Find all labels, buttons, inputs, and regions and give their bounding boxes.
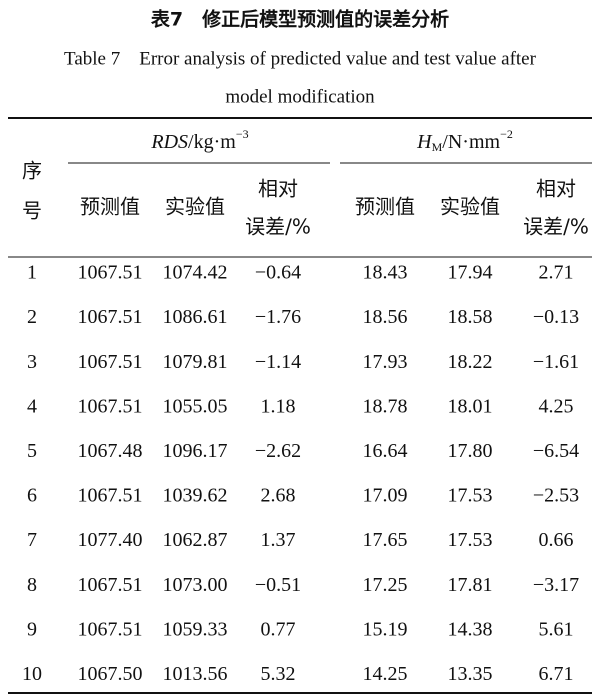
cell: 14.25 — [363, 663, 408, 685]
group-header: RDS/kg·m−3 — [150, 127, 248, 153]
caption-en: Table 7 Error analysis of predicted valu… — [64, 48, 537, 69]
cell: −0.13 — [533, 306, 579, 328]
row-index: 3 — [27, 351, 37, 373]
cell: 17.80 — [448, 440, 493, 462]
cell: 0.77 — [261, 618, 296, 640]
cell: −1.61 — [533, 351, 579, 373]
cell: −6.54 — [533, 440, 579, 462]
group-name: RDS — [150, 131, 188, 153]
cell: 1062.87 — [163, 529, 228, 551]
cell: 6.71 — [539, 663, 574, 685]
cell: 18.01 — [448, 395, 493, 417]
cell: 17.53 — [448, 529, 493, 551]
cell: 1067.51 — [78, 618, 143, 640]
cell: 18.58 — [448, 306, 493, 328]
cell: 18.22 — [448, 351, 493, 373]
cell: −3.17 — [533, 574, 579, 596]
cell: −1.76 — [255, 306, 301, 328]
cell: 1055.05 — [163, 395, 228, 417]
index-header: 号 — [22, 199, 42, 223]
cell: 17.93 — [363, 351, 408, 373]
cell: 2.71 — [539, 262, 574, 284]
cell: 15.19 — [363, 618, 408, 640]
cell: 1.37 — [261, 529, 296, 551]
row-index: 7 — [27, 529, 37, 551]
row-index: 2 — [27, 306, 37, 328]
cell: 1096.17 — [163, 440, 228, 462]
sub-header: 误差/% — [245, 215, 311, 239]
cell: −2.62 — [255, 440, 301, 462]
sub-header: 实验值 — [440, 195, 500, 219]
group-exp: −2 — [500, 127, 513, 141]
cell: 14.38 — [448, 618, 493, 640]
row-index: 9 — [27, 618, 37, 640]
cell: 18.43 — [363, 262, 408, 284]
cell: 1074.42 — [163, 262, 228, 284]
sub-header: 相对 — [536, 177, 576, 201]
cell: 1067.51 — [78, 485, 143, 507]
cell: 1013.56 — [163, 663, 228, 685]
cell: 1067.48 — [78, 440, 143, 462]
cell: 16.64 — [363, 440, 408, 462]
row-index: 1 — [27, 262, 37, 284]
cell: −0.64 — [255, 262, 301, 284]
sub-header: 预测值 — [80, 195, 140, 219]
cell: −2.53 — [533, 485, 579, 507]
cell: 2.68 — [261, 485, 296, 507]
row-index: 4 — [27, 395, 37, 417]
cell: −0.51 — [255, 574, 301, 596]
cell: 1067.51 — [78, 574, 143, 596]
cell: 1059.33 — [163, 618, 228, 640]
cell: 1067.51 — [78, 395, 143, 417]
row-index: 8 — [27, 574, 37, 596]
cell: 1086.61 — [163, 306, 228, 328]
cell: 4.25 — [539, 395, 574, 417]
cell: 1067.50 — [78, 663, 143, 685]
group-sub: M — [432, 140, 443, 154]
cell: 1077.40 — [78, 529, 143, 551]
cell: 1067.51 — [78, 262, 143, 284]
sub-header: 预测值 — [355, 195, 415, 219]
row-index: 6 — [27, 485, 37, 507]
group-name: H — [416, 131, 433, 153]
cell: 17.25 — [363, 574, 408, 596]
caption-en: model modification — [225, 86, 375, 107]
cell: 17.09 — [363, 485, 408, 507]
cell: 17.53 — [448, 485, 493, 507]
group-exp: −3 — [236, 127, 249, 141]
cell: 17.94 — [448, 262, 493, 284]
cell: 18.78 — [363, 395, 408, 417]
cell: 17.65 — [363, 529, 408, 551]
cell: 1067.51 — [78, 306, 143, 328]
group-unit: /N·mm — [442, 131, 500, 153]
group-unit: /kg·m — [188, 131, 236, 153]
cell: 1.18 — [261, 395, 296, 417]
row-index: 10 — [22, 663, 42, 685]
cell: 1039.62 — [163, 485, 228, 507]
cell: 17.81 — [448, 574, 493, 596]
cell: 5.61 — [539, 618, 574, 640]
cell: 1067.51 — [78, 351, 143, 373]
sub-header: 误差/% — [523, 215, 589, 239]
caption-cn: 表7 修正后模型预测值的误差分析 — [151, 8, 449, 31]
sub-header: 相对 — [258, 177, 298, 201]
cell: 5.32 — [261, 663, 296, 685]
cell: 1079.81 — [163, 351, 228, 373]
sub-header: 实验值 — [165, 195, 225, 219]
cell: −1.14 — [255, 351, 301, 373]
group-header: HM/N·mm−2 — [416, 127, 513, 154]
row-index: 5 — [27, 440, 37, 462]
cell: 13.35 — [448, 663, 493, 685]
cell: 18.56 — [363, 306, 408, 328]
cell: 1073.00 — [163, 574, 228, 596]
index-header: 序 — [22, 159, 42, 183]
cell: 0.66 — [539, 529, 574, 551]
